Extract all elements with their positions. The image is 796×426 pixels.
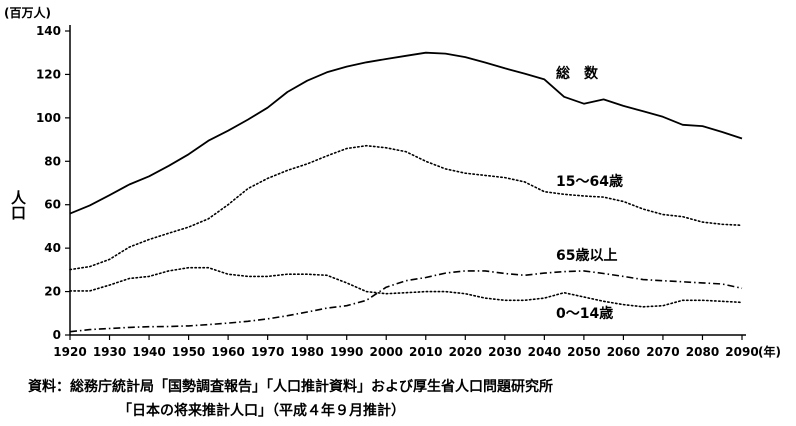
axes xyxy=(69,25,746,336)
y-unit-label: (百万人) xyxy=(4,5,51,20)
x-tick-label: 1990 xyxy=(330,345,363,359)
x-tick-label: 1950 xyxy=(172,345,205,359)
x-tick-label: 2070 xyxy=(646,345,679,359)
series-line-0-14 xyxy=(69,266,743,308)
x-tick-label: 2090 xyxy=(725,345,758,359)
x-tick-label: 2010 xyxy=(409,345,442,359)
x-tick-label: 2000 xyxy=(370,345,403,359)
x-tick-label: 1970 xyxy=(251,345,284,359)
x-tick-label: 2030 xyxy=(488,345,521,359)
series-label-65plus: 65歳以上 xyxy=(556,247,617,264)
y-ticks: 0 20 40 60 80 100 120 140 xyxy=(36,24,70,342)
y-axis-label: 人口 xyxy=(9,190,27,220)
series-label-15-64: 15〜64歳 xyxy=(556,173,623,190)
series-label-total: 総 数 xyxy=(556,65,599,82)
series-line-15-64 xyxy=(69,144,743,271)
x-tick-label: 1930 xyxy=(93,345,126,359)
x-tick-label: 1960 xyxy=(211,345,244,359)
source-line-2: 「日本の将来推計人口」（平成４年９月推計） xyxy=(118,403,405,419)
x-ticks: 1920 1930 1940 1950 1960 1970 1980 1990 2000 2010… xyxy=(53,335,759,359)
series-line-65plus xyxy=(69,270,743,333)
series-line-total xyxy=(69,51,743,215)
x-unit-label: (年) xyxy=(758,344,781,359)
y-tick-label: 120 xyxy=(36,67,61,81)
series-label-0-14: 0〜14歳 xyxy=(556,305,613,322)
x-tick-label: 2080 xyxy=(686,345,719,359)
y-tick-label: 100 xyxy=(36,111,61,125)
source-line-1: 資料：総務庁統計局「国勢調査報告」「人口推計資料」および厚生省人口問題研究所 xyxy=(28,379,553,395)
y-tick-label: 80 xyxy=(44,154,61,168)
x-tick-label: 2020 xyxy=(449,345,482,359)
x-tick-label: 2040 xyxy=(528,345,561,359)
x-tick-label: 1940 xyxy=(132,345,165,359)
y-tick-label: 40 xyxy=(44,241,61,255)
y-tick-label: 0 xyxy=(53,328,61,342)
x-tick-label: 2060 xyxy=(607,345,640,359)
series-lines xyxy=(69,51,743,333)
x-tick-label: 1920 xyxy=(53,345,86,359)
x-tick-label: 1980 xyxy=(290,345,323,359)
y-tick-label: 20 xyxy=(44,285,61,299)
y-tick-label: 60 xyxy=(44,198,61,212)
x-tick-label: 2050 xyxy=(567,345,600,359)
y-tick-label: 140 xyxy=(36,24,61,38)
